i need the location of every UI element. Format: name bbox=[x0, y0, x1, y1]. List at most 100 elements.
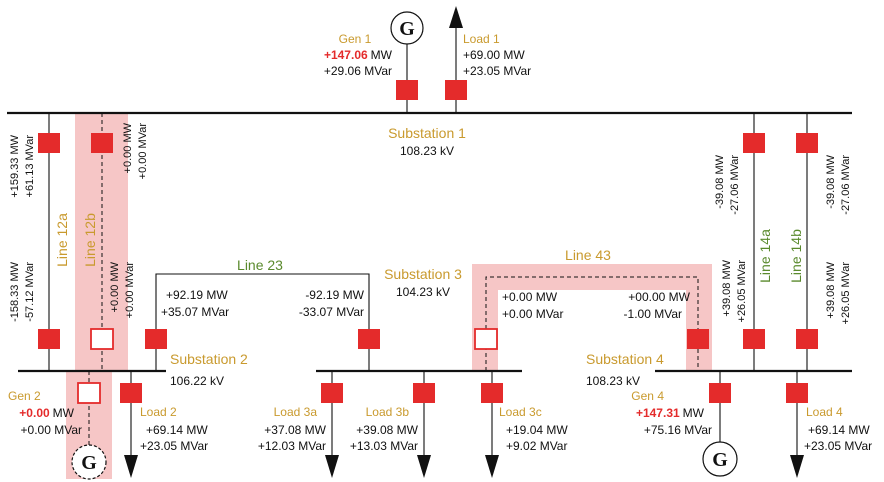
load-4-mvar: +23.05 MVar bbox=[804, 439, 872, 453]
line-12b-top-breaker[interactable] bbox=[91, 133, 113, 153]
load-2-breaker[interactable] bbox=[120, 383, 142, 403]
load-2-name: Load 2 bbox=[140, 405, 177, 419]
load-3c-breaker[interactable] bbox=[481, 383, 503, 403]
load-1-arrow-icon bbox=[449, 6, 463, 28]
gen-4-mw: +147.31 MW bbox=[636, 406, 705, 420]
line-43-s4-breaker[interactable] bbox=[687, 329, 709, 349]
load-3c-mvar: +9.02 MVar bbox=[506, 439, 567, 453]
line-23-s2-mvar: +35.07 MVar bbox=[161, 305, 229, 319]
load-3a-name: Load 3a bbox=[274, 405, 318, 419]
line-14a-top-mw: -39.08 MW bbox=[714, 154, 726, 208]
load-4-mw: +69.14 MW bbox=[808, 423, 870, 437]
gen-1-breaker[interactable] bbox=[396, 80, 418, 100]
load-3b-name: Load 3b bbox=[366, 405, 410, 419]
load-2-mw: +69.14 MW bbox=[146, 423, 208, 437]
line-12a-top-breaker[interactable] bbox=[38, 133, 60, 153]
line-23-s3-breaker[interactable] bbox=[358, 329, 380, 349]
substation-3-kv: 104.23 kV bbox=[396, 285, 450, 299]
line-23-s2-mw: +92.19 MW bbox=[166, 288, 228, 302]
gen-2-breaker-open[interactable] bbox=[77, 382, 101, 404]
line-14a-bottom-mvar: +26.05 MVar bbox=[736, 260, 748, 323]
line-14b-bottom-mvar: +26.05 MVar bbox=[840, 262, 852, 325]
load-3c-arrow-icon bbox=[485, 455, 499, 478]
substation-4-kv: 108.23 kV bbox=[586, 374, 640, 388]
line-12a-top-mvar: +61.13 MVar bbox=[24, 135, 36, 198]
line-14a-top-breaker[interactable] bbox=[743, 133, 765, 153]
gen-4-letter: G bbox=[712, 449, 728, 471]
line-12a-bottom-mw: -158.33 MW bbox=[9, 261, 21, 322]
line-23-s3-mw: -92.19 MW bbox=[305, 288, 364, 302]
line-12b-label: Line 12b bbox=[82, 213, 98, 267]
load-1-name: Load 1 bbox=[463, 32, 500, 46]
gen-2-name: Gen 2 bbox=[8, 389, 41, 403]
line-12a-top-mw: +159.33 MW bbox=[9, 134, 21, 197]
line-43-s3-mvar: +0.00 MVar bbox=[502, 307, 563, 321]
line-14a-bottom-mw: +39.08 MW bbox=[721, 259, 733, 316]
load-3a-mvar: +12.03 MVar bbox=[258, 439, 326, 453]
load-3b-mw: +39.08 MW bbox=[356, 423, 418, 437]
substation-1-kv: 108.23 kV bbox=[400, 144, 454, 158]
line-14a-top-mvar: -27.06 MVar bbox=[729, 155, 741, 215]
line-23-s2-breaker[interactable] bbox=[145, 329, 167, 349]
load-1-breaker[interactable] bbox=[445, 80, 467, 100]
line-23[interactable] bbox=[155, 273, 370, 371]
gen-2-letter: G bbox=[81, 452, 97, 474]
load-3a-breaker[interactable] bbox=[321, 383, 343, 403]
gen-2-mw: +0.00 MW bbox=[19, 406, 74, 420]
gen-1-mw: +147.06 MW bbox=[324, 48, 393, 62]
gen-1-letter: G bbox=[399, 18, 415, 40]
gen-2-symbol[interactable] bbox=[71, 444, 107, 480]
line-14b-top-mvar: -27.06 MVar bbox=[840, 155, 852, 215]
gen-1-symbol[interactable] bbox=[390, 11, 424, 45]
gen-4-symbol[interactable] bbox=[702, 441, 738, 477]
line-43-highlight bbox=[472, 264, 712, 372]
line-12a-label: Line 12a bbox=[54, 213, 70, 267]
load-3c-name: Load 3c bbox=[499, 405, 542, 419]
gen-2-mvar: +0.00 MVar bbox=[21, 423, 82, 437]
line-12a-bottom-mvar: -57.12 MVar bbox=[24, 262, 36, 322]
gen-4-name: Gen 4 bbox=[631, 389, 664, 403]
gen-4-breaker[interactable] bbox=[709, 383, 731, 403]
load-4-name: Load 4 bbox=[806, 405, 843, 419]
line-14b-top-mw: -39.08 MW bbox=[825, 154, 837, 208]
line-14b-bottom-breaker[interactable] bbox=[796, 329, 818, 349]
load-4-arrow-icon bbox=[790, 455, 804, 478]
line-14a-bottom-breaker[interactable] bbox=[743, 329, 765, 349]
substation-3-name: Substation 3 bbox=[384, 266, 462, 282]
line-43-s4-mw: +00.00 MW bbox=[628, 290, 690, 304]
line-23-s3-mvar: -33.07 MVar bbox=[299, 305, 364, 319]
line-43-s4-mvar: -1.00 MVar bbox=[624, 307, 682, 321]
line-12b-bottom-mw: +0.00 MW bbox=[109, 261, 121, 312]
substation-1-name: Substation 1 bbox=[388, 125, 466, 141]
line-14b-bottom-mw: +39.08 MW bbox=[825, 261, 837, 318]
gen-4-mvar: +75.16 MVar bbox=[644, 423, 712, 437]
load-1-mw: +69.00 MW bbox=[463, 48, 525, 62]
line-14a-label: Line 14a bbox=[757, 229, 773, 283]
load-4-breaker[interactable] bbox=[786, 383, 808, 403]
load-3b-arrow-icon bbox=[417, 455, 431, 478]
line-12b-bottom-breaker-open[interactable] bbox=[90, 328, 114, 350]
line-43-s3-breaker-open[interactable] bbox=[474, 328, 498, 350]
load-2-arrow-icon bbox=[124, 455, 138, 478]
line-12b-top-mvar: +0.00 MVar bbox=[137, 123, 149, 180]
load-3a-arrow-icon bbox=[325, 455, 339, 478]
load-2-mvar: +23.05 MVar bbox=[140, 439, 208, 453]
substation-2-name: Substation 2 bbox=[170, 351, 248, 367]
line-43-label: Line 43 bbox=[565, 247, 611, 263]
line-14b-label: Line 14b bbox=[788, 229, 804, 283]
load-3a-mw: +37.08 MW bbox=[264, 423, 326, 437]
load-3b-mvar: +13.03 MVar bbox=[350, 439, 418, 453]
line-23-label: Line 23 bbox=[237, 257, 283, 273]
line-12b-top-mw: +0.00 MW bbox=[122, 122, 134, 173]
substation-2-kv: 106.22 kV bbox=[170, 374, 224, 388]
line-12a-bottom-breaker[interactable] bbox=[38, 329, 60, 349]
load-3c-mw: +19.04 MW bbox=[506, 423, 568, 437]
line-14b-top-breaker[interactable] bbox=[796, 133, 818, 153]
substation-4-name: Substation 4 bbox=[586, 351, 664, 367]
load-3b-breaker[interactable] bbox=[413, 383, 435, 403]
line-12b-bottom-mvar: +0.00 MVar bbox=[124, 262, 136, 319]
gen-1-name: Gen 1 bbox=[339, 32, 372, 46]
gen-1-mvar: +29.06 MVar bbox=[324, 64, 392, 78]
line-43[interactable] bbox=[485, 276, 699, 371]
